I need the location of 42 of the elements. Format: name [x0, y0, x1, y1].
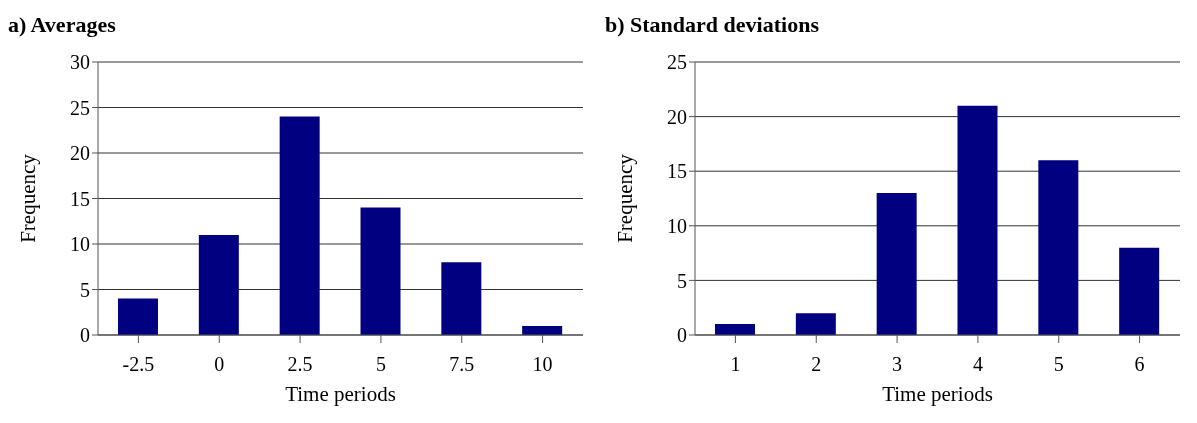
x-tick-label: 4	[972, 353, 983, 376]
chart-title: b) Standard deviations	[605, 11, 820, 39]
bar	[876, 193, 917, 335]
x-tick-label: -2.5	[122, 353, 155, 376]
y-tick-label: 5	[677, 269, 687, 292]
y-tick-label: 10	[667, 214, 687, 237]
x-tick-label: 0	[214, 353, 225, 376]
y-tick-label: 5	[80, 278, 90, 301]
y-tick-label: 0	[677, 324, 687, 347]
bar	[795, 313, 836, 335]
x-axis-title: Time periods	[882, 382, 993, 406]
y-tick-label: 25	[667, 51, 687, 74]
x-tick-label: 10	[532, 353, 553, 376]
bar	[360, 207, 401, 335]
chart-title: a) Averages	[8, 11, 117, 39]
x-tick-label: 5	[1053, 353, 1064, 376]
y-tick-label: 15	[667, 160, 687, 183]
bar	[957, 105, 998, 335]
y-tick-label: 15	[70, 187, 90, 210]
y-axis-title: Frequency	[16, 153, 41, 243]
x-tick-label: 3	[892, 353, 903, 376]
y-axis-title: Frequency	[613, 153, 638, 243]
x-tick-label: 7.5	[449, 353, 475, 376]
bar	[118, 298, 158, 335]
bar	[279, 116, 320, 335]
x-axis-title: Time periods	[285, 382, 396, 406]
bar	[715, 324, 755, 335]
x-tick-label: 2	[811, 353, 822, 376]
y-tick-label: 25	[70, 96, 90, 119]
bar	[441, 262, 482, 335]
x-tick-label: 6	[1134, 353, 1145, 376]
y-tick-label: 30	[70, 51, 90, 74]
x-tick-label: 2.5	[287, 353, 313, 376]
x-tick-label: 5	[375, 353, 386, 376]
bar	[1038, 160, 1079, 335]
x-tick-label: 1	[730, 353, 741, 376]
y-tick-label: 20	[667, 105, 687, 128]
y-tick-label: 0	[80, 324, 90, 347]
y-tick-label: 20	[70, 142, 90, 165]
y-tick-label: 10	[70, 233, 90, 256]
bar	[1119, 247, 1160, 335]
bar	[198, 234, 239, 335]
